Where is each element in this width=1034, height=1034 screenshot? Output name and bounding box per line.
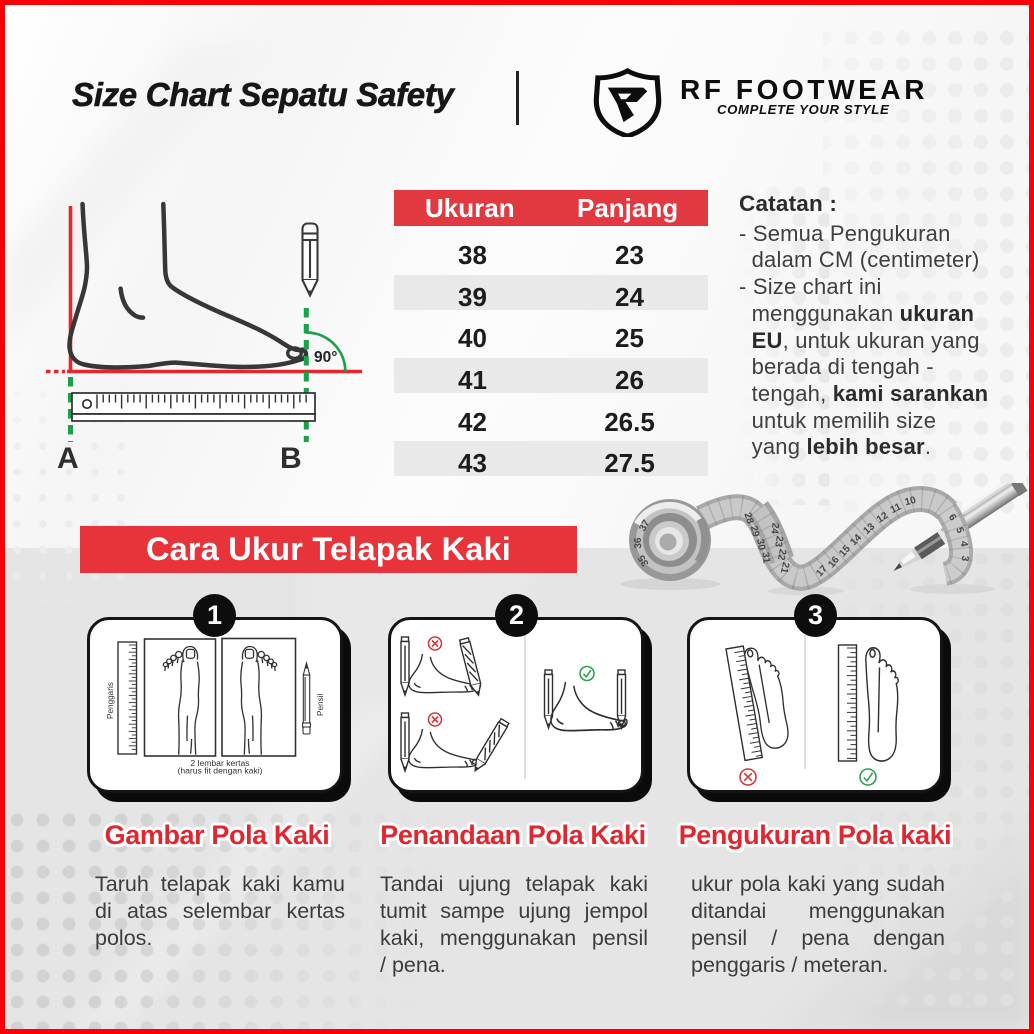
svg-text:37: 37 <box>637 518 652 534</box>
svg-text:Penggaris: Penggaris <box>106 682 115 719</box>
svg-text:2 lembar kertas: 2 lembar kertas <box>190 758 249 768</box>
svg-text:22: 22 <box>775 548 788 561</box>
svg-text:31: 31 <box>759 552 771 565</box>
svg-text:23: 23 <box>772 535 785 548</box>
svg-text:21: 21 <box>778 561 791 575</box>
svg-text:A: A <box>57 442 79 475</box>
svg-text:28: 28 <box>741 511 755 525</box>
svg-text:3: 3 <box>959 555 971 562</box>
svg-text:B: B <box>280 442 302 475</box>
svg-text:11: 11 <box>889 501 904 516</box>
svg-text:6: 6 <box>946 512 958 523</box>
svg-text:(harus fit dengan kaki): (harus fit dengan kaki) <box>177 766 262 776</box>
svg-text:90°: 90° <box>314 349 337 366</box>
svg-text:4: 4 <box>958 541 969 548</box>
svg-text:5: 5 <box>953 526 965 535</box>
svg-text:30: 30 <box>754 538 767 551</box>
svg-text:10: 10 <box>904 495 918 508</box>
svg-text:29: 29 <box>748 525 761 539</box>
svg-text:Pensil: Pensil <box>316 694 325 716</box>
svg-text:36: 36 <box>633 537 644 549</box>
svg-text:24: 24 <box>768 522 780 535</box>
